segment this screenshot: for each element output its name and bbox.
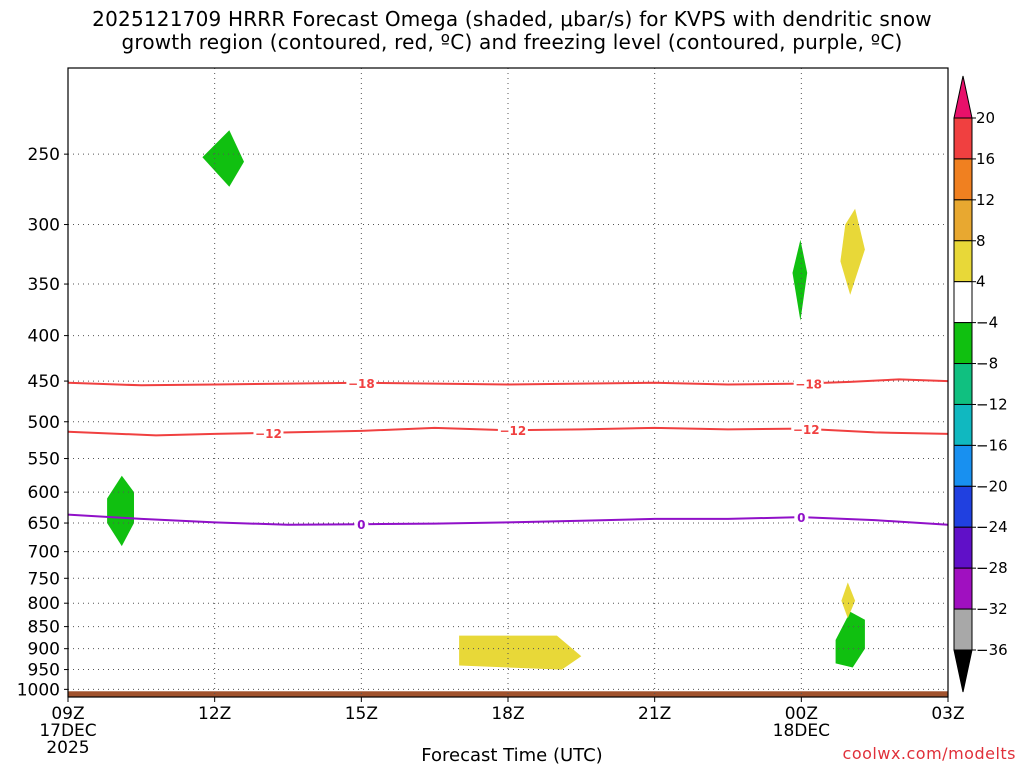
colorbar-label: 4 [976, 273, 986, 291]
x-tick-label: 15Z [345, 704, 378, 724]
y-tick-label: 700 [28, 543, 60, 563]
omega-neg4-to-neg8-region-2 [792, 239, 808, 321]
colorbar-label: −12 [976, 395, 1008, 413]
colorbar-swatch [953, 199, 973, 242]
y-tick-label: 300 [28, 216, 60, 236]
x-tick-year: 2025 [46, 738, 89, 758]
dgz-minus12-label-bg [253, 425, 284, 440]
x-tick-label: 18Z [491, 704, 524, 724]
y-tick-label: 800 [28, 594, 60, 614]
colorbar-label: −4 [976, 314, 998, 332]
omega-4-to-8-region-4 [840, 208, 865, 295]
colorbar-swatch [953, 485, 973, 528]
y-tick-label: 450 [28, 372, 60, 392]
dgz-minus18-label-bg [346, 375, 377, 390]
colorbar-bottom-arrow [953, 649, 973, 693]
colorbar-swatch [953, 608, 973, 651]
dgz-minus18-label-bg [793, 376, 824, 391]
colorbar-label: −28 [976, 559, 1008, 577]
colorbar-swatch [953, 363, 973, 405]
y-tick-label: 650 [28, 514, 60, 534]
colorbar-label: 8 [976, 232, 986, 250]
title-line-2: growth region (contoured, red, ºC) and f… [121, 30, 903, 54]
x-tick-label: 21Z [638, 704, 671, 724]
colorbar-label: −16 [976, 436, 1008, 454]
colorbar-label: −32 [976, 600, 1008, 618]
colorbar-label: −36 [976, 641, 1008, 659]
x-tick-label: 09Z [51, 704, 84, 724]
dgz-minus12-label-bg [497, 423, 528, 438]
colorbar-swatch [953, 281, 973, 324]
dgz-minus12-label: −12 [793, 423, 820, 437]
colorbar-swatch [953, 322, 973, 365]
colorbar-label: 16 [976, 150, 995, 168]
dgz-minus12-label: −12 [500, 424, 527, 438]
y-tick-label: 900 [28, 640, 60, 660]
colorbar-label: 20 [976, 109, 995, 127]
freezing-level-0-label-bg [794, 510, 809, 525]
freezing-level-0-label: 0 [797, 511, 805, 525]
y-tick-label: 950 [28, 661, 60, 681]
omega-4-to-8-region-5 [841, 582, 856, 619]
colorbar-swatch [953, 240, 973, 283]
freezing-level-0-label-bg [354, 517, 369, 532]
colorbar-swatch [953, 444, 973, 487]
colorbar-swatch [953, 403, 973, 446]
omega-neg4-to-neg8-region-3 [835, 611, 865, 668]
freezing-level-0-label: 0 [357, 518, 365, 532]
dgz-minus18-label: −18 [795, 377, 822, 391]
colorbar-swatch [953, 567, 973, 610]
omega-neg4-to-neg8-region-1 [202, 130, 244, 187]
omega-neg4-to-neg8-region-0 [107, 475, 134, 547]
colorbar-swatch [953, 158, 973, 201]
colorbar-swatch [953, 117, 973, 160]
credit-text: coolwx.com/modelts [842, 744, 1016, 763]
y-tick-label: 750 [28, 569, 60, 589]
colorbar-swatch [953, 526, 973, 569]
y-tick-label: 350 [28, 275, 60, 295]
y-tick-label: 850 [28, 618, 60, 638]
x-tick-date: 17DEC [39, 721, 96, 741]
colorbar-label: −8 [976, 355, 998, 373]
ground-bar [68, 691, 948, 697]
x-tick-label: 12Z [198, 704, 231, 724]
title-line-1: 2025121709 HRRR Forecast Omega (shaded, … [92, 7, 932, 31]
chart-title: 2025121709 HRRR Forecast Omega (shaded, … [0, 8, 1024, 54]
x-tick-date: 18DEC [773, 721, 830, 741]
x-tick-label: 03Z [931, 704, 964, 724]
dgz-minus18-label: −18 [348, 377, 375, 391]
y-tick-label: 500 [28, 413, 60, 433]
x-tick-label: 00Z [785, 704, 818, 724]
x-axis-label: Forecast Time (UTC) [421, 745, 603, 766]
omega-4-to-8-region-6 [459, 635, 582, 670]
colorbar-label: −24 [976, 518, 1008, 536]
dgz-minus18-line [67, 378, 949, 387]
dgz-minus12-label: −12 [255, 427, 282, 441]
y-tick-label: 600 [28, 483, 60, 503]
y-tick-label: 550 [28, 450, 60, 470]
colorbar-top-arrow [953, 75, 973, 119]
y-tick-label: 250 [28, 145, 60, 165]
y-tick-label: 400 [28, 327, 60, 347]
y-tick-label: 1000 [17, 680, 60, 700]
dgz-minus12-label-bg [791, 421, 822, 436]
colorbar-label: −20 [976, 477, 1008, 495]
colorbar-label: 12 [976, 191, 995, 209]
